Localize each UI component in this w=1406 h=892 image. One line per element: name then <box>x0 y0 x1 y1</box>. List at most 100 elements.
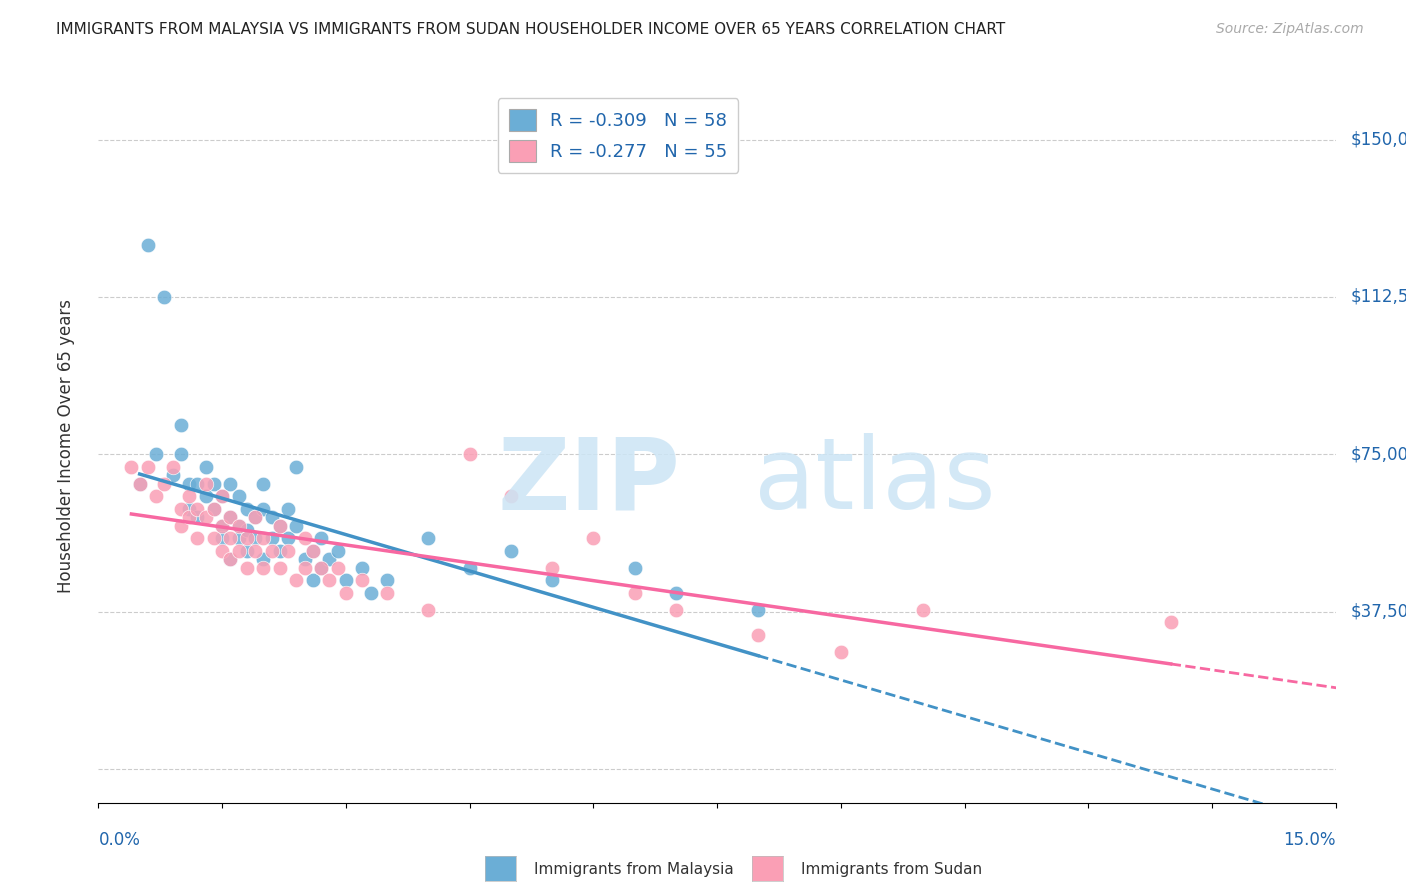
Point <box>499 544 522 558</box>
Point <box>309 560 332 574</box>
Point <box>211 532 233 546</box>
Point <box>211 518 233 533</box>
Point <box>228 532 250 546</box>
Point <box>285 518 308 533</box>
Text: IMMIGRANTS FROM MALAYSIA VS IMMIGRANTS FROM SUDAN HOUSEHOLDER INCOME OVER 65 YEA: IMMIGRANTS FROM MALAYSIA VS IMMIGRANTS F… <box>56 22 1005 37</box>
Point <box>252 560 274 574</box>
Point <box>318 574 340 588</box>
Point <box>418 532 440 546</box>
Point <box>302 544 325 558</box>
Point <box>186 502 208 516</box>
Point <box>665 586 688 600</box>
Y-axis label: Householder Income Over 65 years: Householder Income Over 65 years <box>56 299 75 593</box>
Point <box>145 489 167 503</box>
Point <box>202 532 225 546</box>
Text: ZIP: ZIP <box>498 434 681 530</box>
Text: 0.0%: 0.0% <box>98 831 141 849</box>
Point <box>360 586 382 600</box>
Text: $75,000: $75,000 <box>1351 445 1406 464</box>
Point <box>302 574 325 588</box>
Point <box>211 518 233 533</box>
Point <box>1160 615 1182 630</box>
Text: atlas: atlas <box>754 434 995 530</box>
Point <box>375 586 398 600</box>
Point <box>236 560 259 574</box>
Point <box>228 544 250 558</box>
Point <box>582 532 605 546</box>
Point <box>194 489 217 503</box>
Point <box>228 518 250 533</box>
Point <box>269 560 291 574</box>
Point <box>211 489 233 503</box>
Text: Immigrants from Malaysia: Immigrants from Malaysia <box>534 863 734 877</box>
Point <box>219 510 242 524</box>
Point <box>179 489 201 503</box>
Point <box>285 574 308 588</box>
Point <box>830 645 852 659</box>
Text: $37,500: $37,500 <box>1351 603 1406 621</box>
Point <box>269 544 291 558</box>
Text: $112,500: $112,500 <box>1351 288 1406 306</box>
Point <box>541 574 564 588</box>
Point <box>186 510 208 524</box>
Point <box>243 510 266 524</box>
Point <box>260 510 283 524</box>
Point <box>136 460 159 475</box>
Text: Source: ZipAtlas.com: Source: ZipAtlas.com <box>1216 22 1364 37</box>
Point <box>120 460 142 475</box>
Point <box>219 510 242 524</box>
Point <box>458 447 481 461</box>
Point <box>179 476 201 491</box>
Point <box>211 489 233 503</box>
Text: Immigrants from Sudan: Immigrants from Sudan <box>801 863 983 877</box>
Point <box>194 460 217 475</box>
Point <box>170 518 193 533</box>
Point <box>294 532 316 546</box>
Point <box>153 290 176 304</box>
Point <box>747 603 769 617</box>
Point <box>219 476 242 491</box>
Point <box>252 476 274 491</box>
Point <box>269 518 291 533</box>
Point <box>260 532 283 546</box>
Point <box>352 574 374 588</box>
Point <box>236 523 259 537</box>
Point <box>162 468 184 483</box>
Point <box>162 460 184 475</box>
Point <box>375 574 398 588</box>
Point <box>202 502 225 516</box>
Point <box>179 510 201 524</box>
Point <box>145 447 167 461</box>
Point <box>128 476 150 491</box>
Point <box>170 447 193 461</box>
Point <box>499 489 522 503</box>
Point <box>153 476 176 491</box>
Point <box>179 502 201 516</box>
Point <box>260 544 283 558</box>
Point <box>186 532 208 546</box>
Point <box>335 586 357 600</box>
Point <box>335 574 357 588</box>
Point <box>186 476 208 491</box>
Point <box>202 476 225 491</box>
Point <box>665 603 688 617</box>
Point <box>418 603 440 617</box>
Point <box>285 460 308 475</box>
Point <box>747 628 769 642</box>
Point <box>309 560 332 574</box>
Point <box>302 544 325 558</box>
Point <box>326 560 349 574</box>
Point <box>228 489 250 503</box>
Point <box>277 544 299 558</box>
Point <box>170 502 193 516</box>
Point <box>252 502 274 516</box>
Point <box>277 502 299 516</box>
Point <box>243 510 266 524</box>
Point <box>219 532 242 546</box>
Point <box>458 560 481 574</box>
Point <box>352 560 374 574</box>
Legend: R = -0.309   N = 58, R = -0.277   N = 55: R = -0.309 N = 58, R = -0.277 N = 55 <box>498 98 738 173</box>
Point <box>136 237 159 252</box>
Point <box>912 603 935 617</box>
Point <box>623 560 645 574</box>
